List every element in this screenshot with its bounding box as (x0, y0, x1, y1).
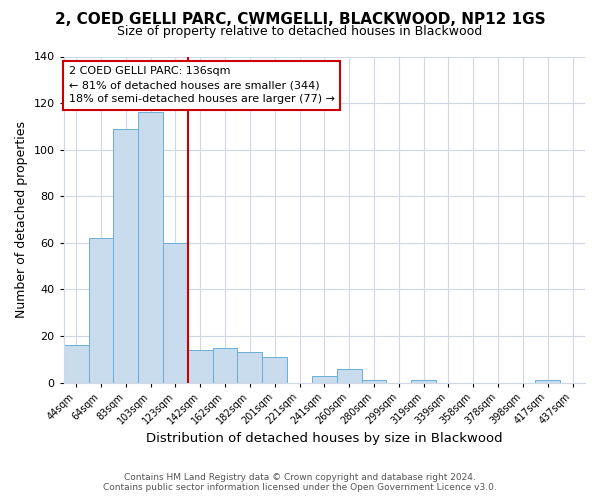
Text: 2, COED GELLI PARC, CWMGELLI, BLACKWOOD, NP12 1GS: 2, COED GELLI PARC, CWMGELLI, BLACKWOOD,… (55, 12, 545, 28)
Bar (362, 380, 386, 382)
Y-axis label: Number of detached properties: Number of detached properties (15, 121, 28, 318)
Bar (262, 357, 287, 382)
Bar (188, 350, 212, 382)
Bar (312, 376, 337, 382)
Text: Size of property relative to detached houses in Blackwood: Size of property relative to detached ho… (118, 25, 482, 38)
Text: Contains HM Land Registry data © Crown copyright and database right 2024.
Contai: Contains HM Land Registry data © Crown c… (103, 473, 497, 492)
Bar (411, 380, 436, 382)
Text: 2 COED GELLI PARC: 136sqm
← 81% of detached houses are smaller (344)
18% of semi: 2 COED GELLI PARC: 136sqm ← 81% of detac… (69, 66, 335, 104)
Bar (138, 112, 163, 382)
X-axis label: Distribution of detached houses by size in Blackwood: Distribution of detached houses by size … (146, 432, 503, 445)
Bar (212, 348, 238, 382)
Bar (64, 345, 89, 383)
Bar (89, 238, 113, 382)
Bar (238, 352, 262, 382)
Bar (337, 368, 362, 382)
Bar (163, 243, 188, 382)
Bar (113, 128, 138, 382)
Bar (535, 380, 560, 382)
